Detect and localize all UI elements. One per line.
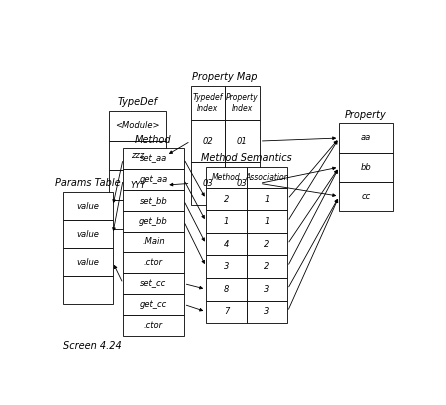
Bar: [206, 167, 247, 188]
Bar: [62, 220, 113, 248]
Bar: [109, 170, 166, 200]
Bar: [206, 301, 247, 323]
Text: 8: 8: [224, 285, 229, 294]
Text: value: value: [76, 230, 99, 239]
Bar: [247, 233, 287, 256]
Text: 1: 1: [224, 217, 229, 226]
Text: .ctor: .ctor: [144, 258, 163, 267]
Bar: [339, 182, 393, 211]
Bar: [190, 86, 225, 120]
Bar: [109, 141, 166, 170]
Bar: [123, 315, 184, 335]
Bar: [123, 190, 184, 211]
Bar: [339, 153, 393, 182]
Text: Method Semantics: Method Semantics: [201, 153, 292, 163]
Bar: [123, 148, 184, 169]
Text: 3: 3: [264, 285, 270, 294]
Text: Params Table: Params Table: [55, 178, 120, 188]
Text: 4: 4: [224, 240, 229, 249]
Text: get_cc: get_cc: [140, 300, 167, 309]
Text: value: value: [76, 202, 99, 211]
Text: <Module>: <Module>: [116, 121, 160, 130]
Bar: [206, 278, 247, 301]
Bar: [247, 278, 287, 301]
Bar: [225, 86, 260, 120]
Bar: [109, 200, 166, 230]
Text: set_cc: set_cc: [140, 279, 166, 288]
Text: Association: Association: [245, 173, 289, 182]
Text: Typedef
Index: Typedef Index: [193, 93, 223, 113]
Bar: [62, 248, 113, 276]
Text: YYY: YYY: [130, 181, 145, 190]
Bar: [247, 188, 287, 211]
Text: 2: 2: [224, 195, 229, 204]
Bar: [123, 294, 184, 315]
Bar: [123, 232, 184, 252]
Text: 2: 2: [264, 262, 270, 271]
Text: value: value: [76, 258, 99, 267]
Text: get_bb: get_bb: [139, 217, 168, 226]
Bar: [206, 233, 247, 256]
Bar: [206, 256, 247, 278]
Bar: [190, 162, 225, 205]
Bar: [225, 162, 260, 205]
Text: 3: 3: [224, 262, 229, 271]
Bar: [190, 120, 225, 162]
Bar: [109, 111, 166, 141]
Text: 1: 1: [264, 217, 270, 226]
Text: set_aa: set_aa: [140, 154, 167, 163]
Bar: [62, 192, 113, 220]
Text: .Main: .Main: [142, 237, 165, 247]
Bar: [339, 124, 393, 153]
Text: Method: Method: [212, 173, 241, 182]
Bar: [247, 167, 287, 188]
Bar: [123, 211, 184, 232]
Bar: [123, 252, 184, 273]
Text: bb: bb: [361, 162, 372, 172]
Text: zzz: zzz: [131, 151, 145, 160]
Bar: [62, 276, 113, 304]
Text: 02: 02: [202, 136, 213, 145]
Text: 03: 03: [237, 179, 248, 188]
Text: TypeDef: TypeDef: [118, 97, 158, 107]
Text: .ctor: .ctor: [144, 321, 163, 330]
Text: 1: 1: [264, 195, 270, 204]
Text: cc: cc: [361, 192, 371, 201]
Text: 01: 01: [237, 136, 248, 145]
Text: 03: 03: [202, 179, 213, 188]
Text: 3: 3: [264, 307, 270, 316]
Bar: [123, 273, 184, 294]
Text: Property
Index: Property Index: [226, 93, 259, 113]
Text: 7: 7: [224, 307, 229, 316]
Bar: [206, 188, 247, 211]
Text: 2: 2: [264, 240, 270, 249]
Bar: [123, 169, 184, 190]
Bar: [247, 256, 287, 278]
Bar: [225, 120, 260, 162]
Bar: [247, 211, 287, 233]
Text: Property Map: Property Map: [192, 72, 258, 82]
Bar: [247, 301, 287, 323]
Text: get_aa: get_aa: [139, 175, 168, 184]
Text: aa: aa: [361, 134, 371, 143]
Bar: [206, 211, 247, 233]
Text: Method: Method: [135, 134, 172, 145]
Text: Screen 4.24: Screen 4.24: [62, 341, 121, 351]
Text: set_bb: set_bb: [140, 196, 167, 205]
Text: Property: Property: [345, 110, 387, 120]
